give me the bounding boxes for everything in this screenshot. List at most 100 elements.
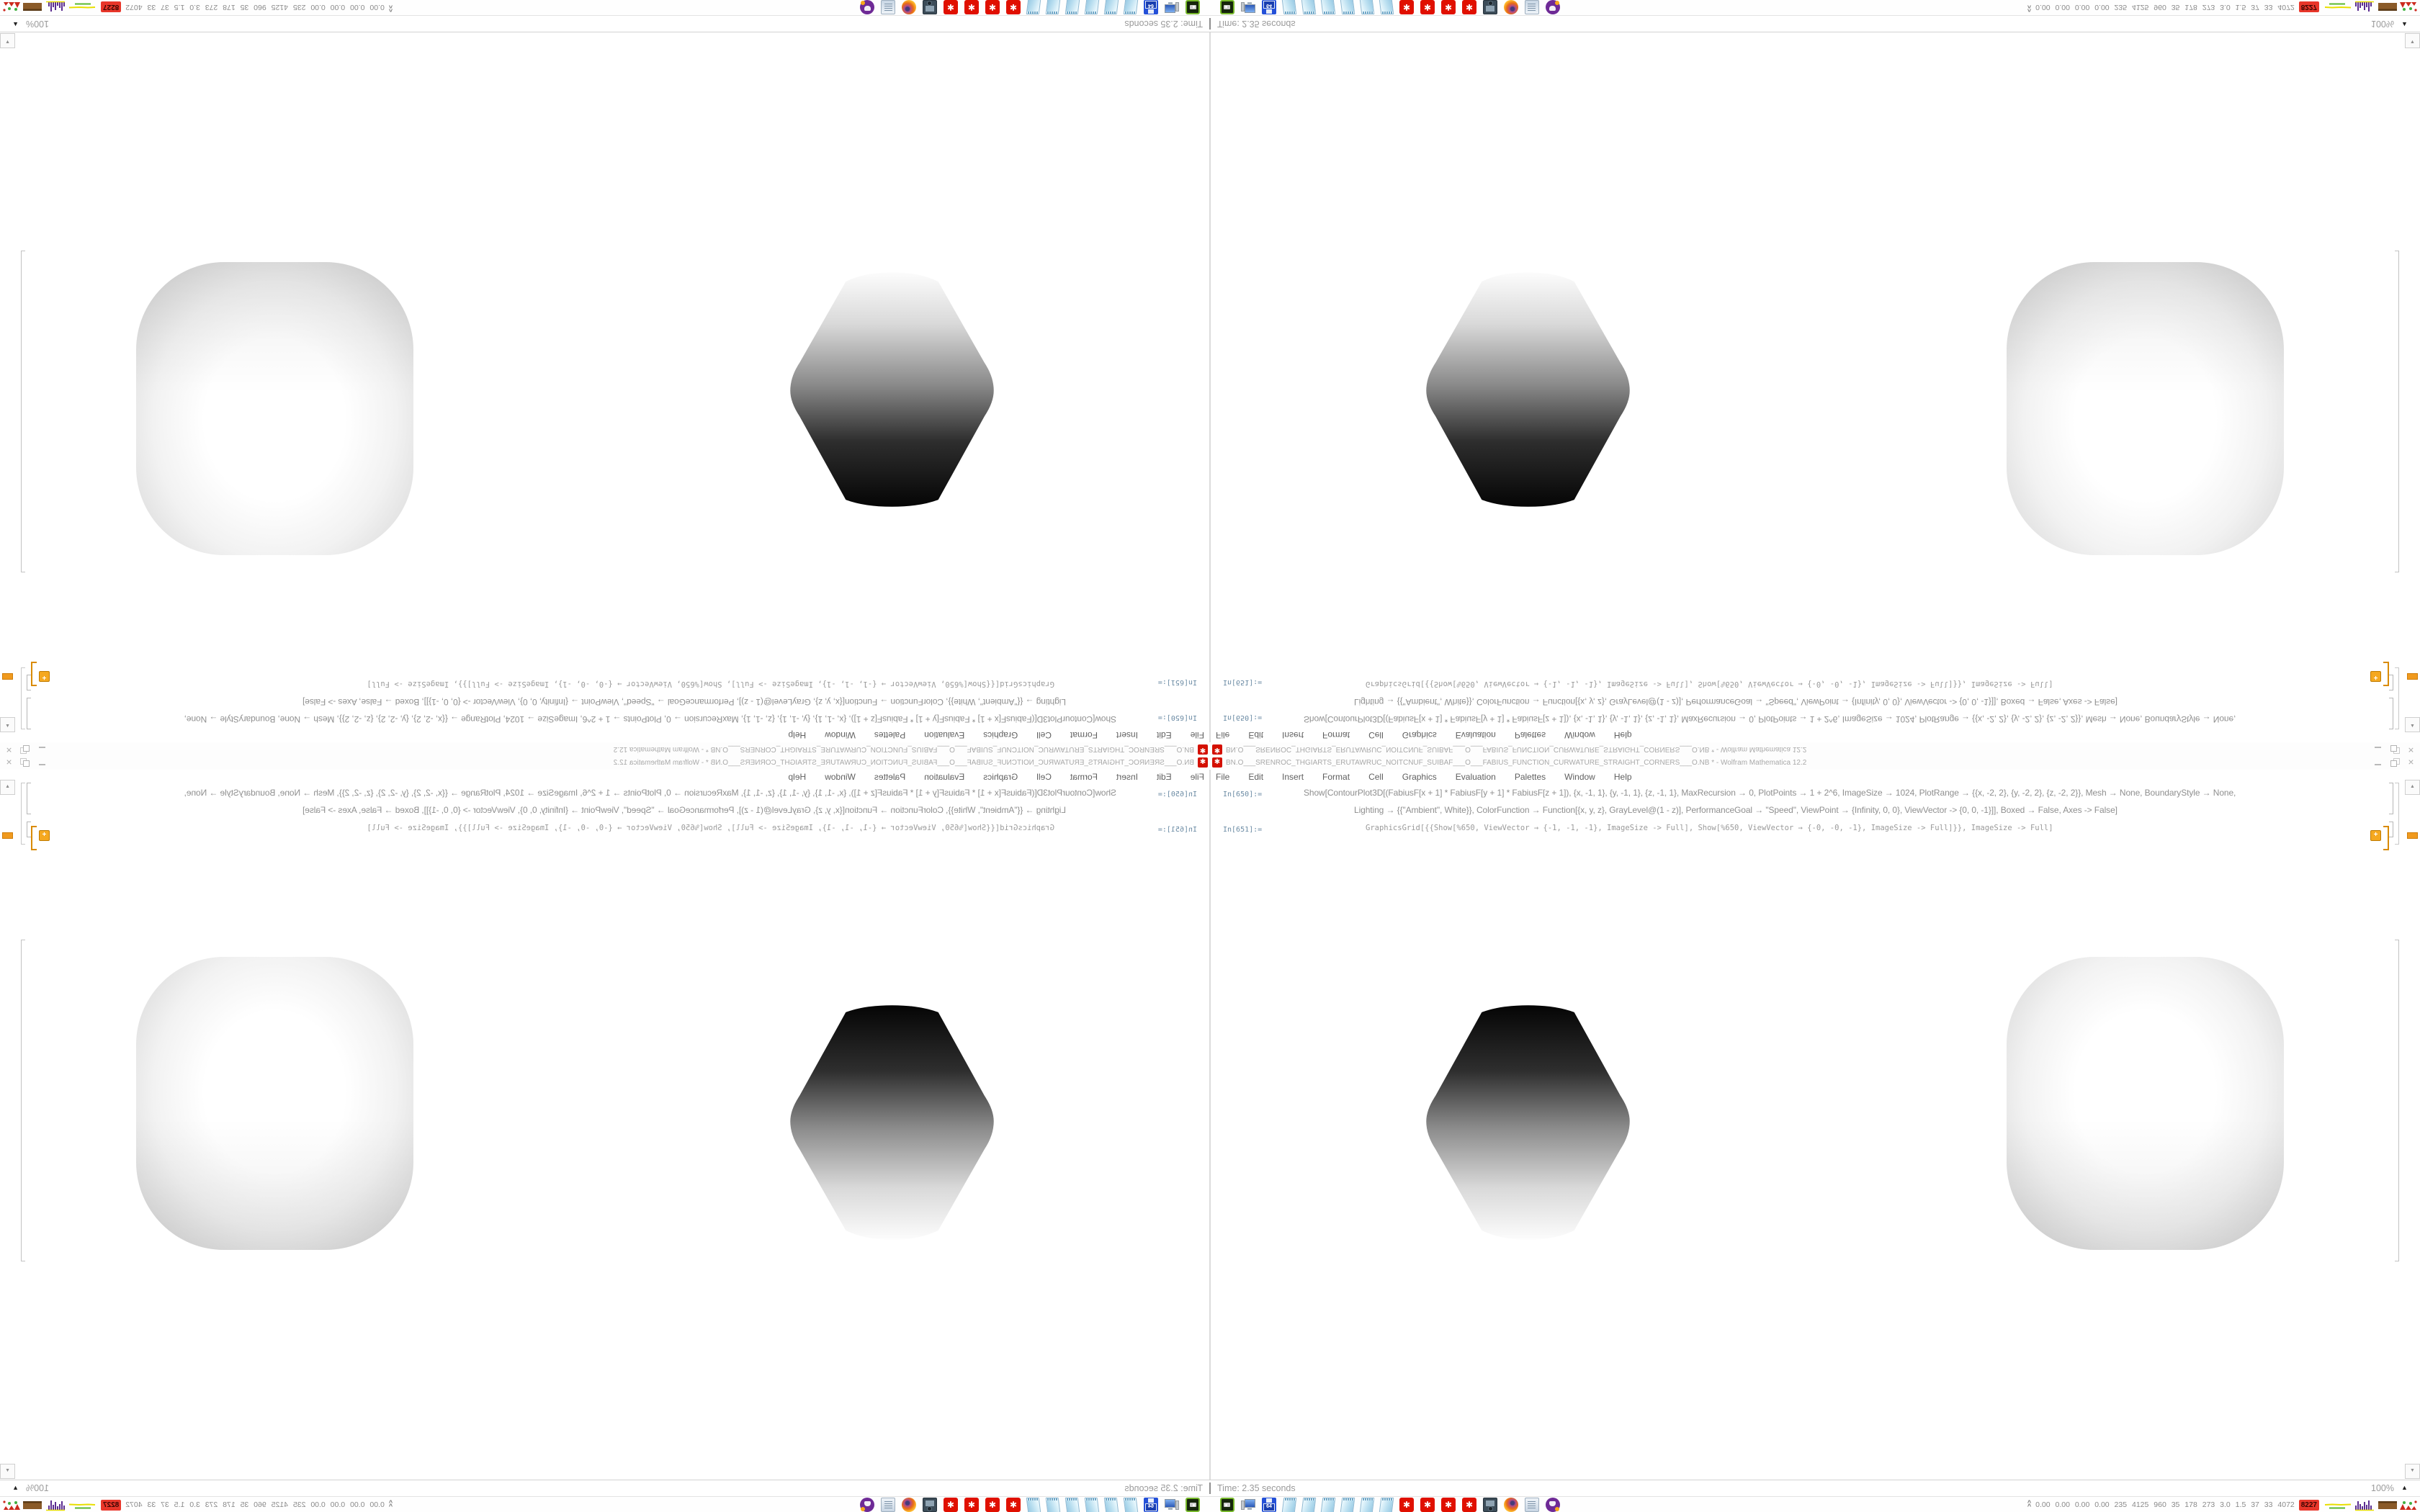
close-button[interactable]: ×: [6, 756, 12, 768]
floppy-64-icon[interactable]: 64: [1262, 1498, 1276, 1512]
close-button[interactable]: ×: [2408, 744, 2414, 756]
floppy-64-icon[interactable]: 64: [1144, 0, 1158, 14]
menu-item-help[interactable]: Help: [1613, 730, 1632, 740]
screenshot-tool-icon[interactable]: [1483, 0, 1497, 14]
expand-chevron-icon[interactable]: ^ ^: [388, 2, 393, 13]
cell-in650-code-line2[interactable]: Lighting → {{"Ambient", White}}, ColorFu…: [302, 697, 1066, 707]
cell-group-bracket[interactable]: [21, 667, 25, 729]
firefox-icon[interactable]: [902, 0, 916, 14]
notepad-icon[interactable]: [1026, 1497, 1041, 1512]
notepad-icon[interactable]: [1281, 1497, 1297, 1512]
notepad-icon[interactable]: [1359, 1497, 1375, 1512]
output-3d-blob-top-view[interactable]: [2007, 957, 2284, 1250]
menu-item-palettes[interactable]: Palettes: [874, 772, 906, 782]
notepad-icon[interactable]: [1379, 0, 1394, 15]
menu-item-format[interactable]: Format: [1070, 730, 1098, 740]
mathematica-tray-icon[interactable]: ✱: [964, 0, 979, 14]
mathematica-tray-icon[interactable]: ✱: [985, 1498, 1000, 1512]
cell-bracket-output[interactable]: [21, 940, 25, 1261]
cell-in650-code-line1[interactable]: Show[ContourPlot3D[(FabiusF[x + 1] * Fab…: [1304, 714, 2236, 724]
cell-in650-code-line2[interactable]: Lighting → {{"Ambient", White}}, ColorFu…: [1354, 697, 2118, 707]
cell-bracket-in650[interactable]: [27, 783, 31, 814]
magnification-value[interactable]: 100%: [26, 1483, 49, 1493]
magnification-dropdown-icon[interactable]: ▲: [12, 1484, 19, 1491]
display-settings-icon[interactable]: [1241, 1498, 1255, 1512]
mathematica-tray-icon[interactable]: ✱: [964, 1498, 979, 1512]
menu-item-insert[interactable]: Insert: [1282, 730, 1304, 740]
cell-in651-code[interactable]: GraphicsGrid[{{Show[%650, ViewVector → {…: [367, 680, 1054, 688]
menu-item-graphics[interactable]: Graphics: [1402, 772, 1437, 782]
menu-item-help[interactable]: Help: [788, 730, 807, 740]
display-settings-icon[interactable]: [1165, 0, 1179, 14]
minimize-button[interactable]: [37, 758, 47, 767]
scrollbar-position-marker[interactable]: [2, 673, 13, 680]
output-3d-blob-oblique-view[interactable]: [776, 1003, 1008, 1242]
menu-item-window[interactable]: Window: [1564, 772, 1595, 782]
notepad-icon[interactable]: [1359, 0, 1375, 15]
mathematica-tray-icon[interactable]: ✱: [1399, 0, 1414, 14]
magnification-value[interactable]: 100%: [26, 19, 49, 29]
notepad-icon[interactable]: [1103, 1497, 1119, 1512]
cell-expand-plus-icon[interactable]: +: [2370, 830, 2381, 841]
firefox-icon[interactable]: [1504, 1498, 1518, 1512]
cell-in650-code-line2[interactable]: Lighting → {{"Ambient", White}}, ColorFu…: [1354, 805, 2118, 815]
menu-item-insert[interactable]: Insert: [1116, 730, 1138, 740]
cell-expand-plus-icon[interactable]: +: [2370, 671, 2381, 682]
notepad-icon[interactable]: [1320, 1497, 1336, 1512]
notepad-icon[interactable]: [1379, 1497, 1394, 1512]
menu-item-window[interactable]: Window: [825, 772, 856, 782]
document-scroll-icon[interactable]: [881, 0, 895, 14]
cell-in650-code-line1[interactable]: Show[ContourPlot3D[(FabiusF[x + 1] * Fab…: [1304, 788, 2236, 798]
title-bar[interactable]: ✱ BN.O___SRENROC_THGIARTS_ERUTAWRUC_NOIT…: [0, 756, 1210, 770]
mathematica-tray-icon[interactable]: ✱: [944, 1498, 958, 1512]
output-3d-blob-oblique-view[interactable]: [1412, 270, 1644, 509]
mathematica-tray-icon[interactable]: ✱: [1006, 1498, 1021, 1512]
screen-recorder-icon[interactable]: [1186, 1498, 1200, 1512]
menu-item-insert[interactable]: Insert: [1282, 772, 1304, 782]
document-scroll-icon[interactable]: [1525, 0, 1539, 14]
cell-bracket-in650[interactable]: [2389, 698, 2393, 729]
expand-chevron-icon[interactable]: ^ ^: [2027, 1499, 2032, 1510]
menu-item-format[interactable]: Format: [1070, 772, 1098, 782]
menu-item-file[interactable]: File: [1190, 730, 1204, 740]
menu-item-edit[interactable]: Edit: [1156, 772, 1172, 782]
document-scroll-icon[interactable]: [881, 1498, 895, 1512]
cell-in651-code[interactable]: GraphicsGrid[{{Show[%650, ViewVector → {…: [1366, 824, 2053, 832]
menu-item-graphics[interactable]: Graphics: [1402, 730, 1437, 740]
mathematica-tray-icon[interactable]: ✱: [985, 0, 1000, 14]
menu-item-evaluation[interactable]: Evaluation: [924, 772, 965, 782]
firefox-icon[interactable]: [1504, 0, 1518, 14]
menu-item-cell[interactable]: Cell: [1368, 730, 1384, 740]
menu-item-format[interactable]: Format: [1322, 772, 1350, 782]
mathematica-tray-icon[interactable]: ✱: [1462, 0, 1476, 14]
notepad-icon[interactable]: [1103, 0, 1119, 15]
menu-item-edit[interactable]: Edit: [1156, 730, 1172, 740]
menu-item-palettes[interactable]: Palettes: [874, 730, 906, 740]
menu-item-window[interactable]: Window: [825, 730, 856, 740]
scrollbar-up-arrow-icon[interactable]: ▲: [0, 780, 15, 795]
screenshot-tool-icon[interactable]: [923, 1498, 937, 1512]
menu-item-evaluation[interactable]: Evaluation: [924, 730, 965, 740]
notepad-icon[interactable]: [1084, 0, 1100, 15]
screenshot-tool-icon[interactable]: [1483, 1498, 1497, 1512]
notepad-icon[interactable]: [1065, 1497, 1080, 1512]
mathematica-tray-icon[interactable]: ✱: [1420, 0, 1435, 14]
mathematica-tray-icon[interactable]: ✱: [1462, 1498, 1476, 1512]
scrollbar-down-arrow-icon[interactable]: ▼: [2405, 33, 2420, 48]
restore-button[interactable]: [2390, 745, 2399, 754]
notepad-icon[interactable]: [1301, 1497, 1317, 1512]
screenshot-tool-icon[interactable]: [923, 0, 937, 14]
cell-in650-code-line1[interactable]: Show[ContourPlot3D[(FabiusF[x + 1] * Fab…: [184, 714, 1116, 724]
cell-in651-code[interactable]: GraphicsGrid[{{Show[%650, ViewVector → {…: [1366, 680, 2053, 688]
cell-bracket-in651[interactable]: [2389, 822, 2393, 837]
purple-messenger-icon[interactable]: [1546, 0, 1560, 14]
scrollbar-up-arrow-icon[interactable]: ▲: [2405, 780, 2420, 795]
purple-messenger-icon[interactable]: [860, 1498, 874, 1512]
output-3d-blob-oblique-view[interactable]: [1412, 1003, 1644, 1242]
menu-item-help[interactable]: Help: [1613, 772, 1632, 782]
notepad-icon[interactable]: [1123, 0, 1139, 15]
notepad-icon[interactable]: [1320, 0, 1336, 15]
menu-item-cell[interactable]: Cell: [1036, 730, 1052, 740]
menu-item-cell[interactable]: Cell: [1368, 772, 1384, 782]
title-bar[interactable]: ✱ BN.O___SRENROC_THGIARTS_ERUTAWRUC_NOIT…: [0, 742, 1210, 756]
